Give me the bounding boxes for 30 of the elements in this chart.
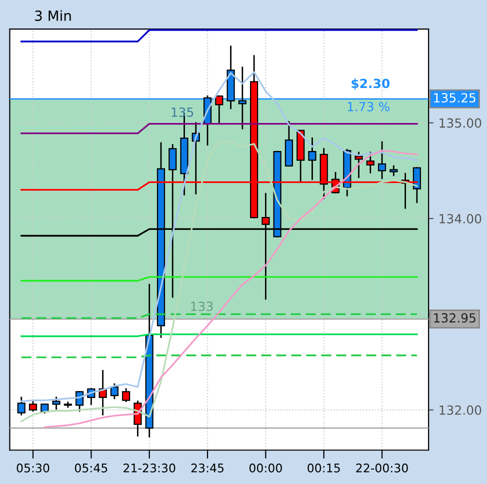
- x-tick-label: 00:00: [249, 464, 282, 472]
- candlestick: [17, 396, 26, 416]
- x-tick-label: 05:30: [16, 464, 50, 472]
- x-tick-label: 05:45: [74, 464, 108, 472]
- candlestick: [52, 396, 60, 410]
- candlestick: [28, 400, 38, 412]
- candlestick: [354, 152, 363, 178]
- y-tick-label: 132.00: [440, 405, 482, 415]
- ref-line-label: 132.95: [434, 313, 476, 323]
- candlestick: [110, 383, 118, 400]
- ref-line-label: 135.25: [434, 93, 476, 103]
- candlestick: [412, 167, 421, 203]
- annotation: $2.30: [352, 78, 390, 90]
- annotation: 1.73 %: [348, 102, 390, 112]
- annotation: 133: [191, 302, 213, 312]
- candlestick: [238, 66, 246, 130]
- x-tick-label: 00:15: [308, 464, 340, 472]
- y-tick-label: 134.00: [440, 214, 482, 224]
- x-tick-label: 22-00:30: [356, 464, 408, 472]
- candlestick: [215, 95, 224, 124]
- x-tick-label: 23:45: [191, 464, 224, 472]
- annotation: 135: [172, 107, 194, 117]
- candlestick: [378, 141, 386, 180]
- candlestick: [122, 388, 130, 402]
- x-tick-label: 21-23:30: [124, 464, 176, 472]
- candlestick: [390, 165, 398, 176]
- candlestick: [308, 137, 316, 180]
- chart-title: 3 Min: [35, 10, 71, 21]
- candlestick: [366, 152, 374, 174]
- y-tick-label: 135.00: [440, 118, 482, 128]
